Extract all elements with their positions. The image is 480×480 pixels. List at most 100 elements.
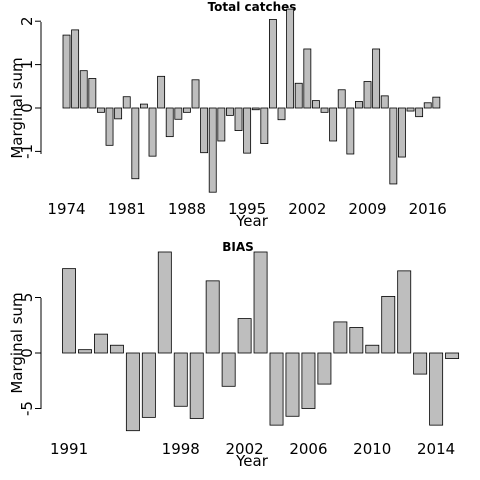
bar-series	[62, 8, 441, 193]
x-tick-label: 1988	[168, 200, 206, 218]
bar-1986	[165, 107, 174, 138]
x-tick-label: 1991	[50, 440, 88, 458]
bar-1978	[97, 107, 105, 113]
bar-2012	[389, 107, 398, 185]
bar-2003	[253, 251, 268, 354]
y-tick-label: 0	[18, 103, 36, 113]
bar-2003	[311, 100, 320, 109]
bar-2006	[337, 89, 346, 109]
bar-2012	[397, 270, 412, 354]
x-tick-label: 2006	[289, 440, 327, 458]
bar-2016	[423, 102, 432, 109]
bar-2005	[329, 107, 338, 142]
bar-1999	[277, 107, 286, 121]
bar-2015	[415, 107, 424, 118]
bar-2011	[380, 95, 389, 109]
y-tick-label: 1	[18, 60, 36, 70]
bar-1976	[79, 70, 88, 109]
bar-1996	[141, 352, 156, 418]
panel-title: BIAS	[222, 240, 254, 254]
bar-1988	[182, 107, 191, 113]
bar-2014	[406, 107, 415, 112]
bar-1982	[131, 107, 140, 180]
bar-1996	[251, 107, 260, 111]
bar-2017	[432, 96, 441, 109]
bar-2004	[320, 107, 329, 113]
bar-1985	[157, 75, 166, 109]
bar-1989	[191, 79, 200, 109]
bar-2011	[381, 295, 396, 354]
bar-2004	[269, 352, 284, 426]
bar-1991	[208, 107, 217, 193]
bar-2008	[354, 101, 363, 109]
bar-2010	[372, 48, 381, 109]
bar-2000	[205, 280, 220, 354]
y-ticks: -5 0 5	[18, 293, 41, 416]
x-tick-label: 1995	[228, 200, 266, 218]
bar-1974	[62, 34, 71, 109]
x-tick-label: 1974	[47, 200, 85, 218]
bar-1977	[88, 78, 97, 109]
y-ticks: -1 0 1 2	[18, 16, 41, 159]
bar-1993	[225, 107, 234, 116]
y-tick-label: 2	[18, 16, 36, 26]
total-catches-panel: Total catches -1 0 1 2 1974 1981 1988 1995 2002…	[8, 0, 447, 230]
bar-1995	[243, 107, 252, 154]
bar-1999	[189, 352, 204, 419]
bar-1997	[260, 107, 269, 144]
bar-2010	[365, 344, 380, 354]
bar-2008	[333, 321, 348, 354]
bar-2006	[301, 352, 316, 409]
bar-1994	[234, 107, 243, 131]
y-tick-label: 5	[18, 293, 36, 303]
x-tick-label: 2014	[417, 440, 455, 458]
x-tick-label: 1981	[108, 200, 146, 218]
bar-2001	[221, 352, 236, 387]
bar-2002	[303, 48, 312, 109]
bar-2009	[363, 81, 372, 109]
x-tick-label: 2002	[288, 200, 326, 218]
x-axis-label: Year	[235, 452, 269, 470]
y-axis-label: Marginal sum	[8, 292, 26, 393]
bar-1998	[268, 19, 277, 109]
bar-1997	[157, 251, 172, 354]
x-tick-label: 2016	[409, 200, 447, 218]
bar-1987	[174, 107, 183, 120]
bar-2000	[286, 8, 295, 109]
bar-2015	[445, 352, 460, 359]
bar-1998	[173, 352, 188, 407]
bar-2013	[413, 352, 428, 375]
y-tick-label: 0	[18, 348, 36, 358]
bar-1995	[125, 352, 140, 432]
bar-1991	[62, 268, 76, 354]
bar-1981	[122, 96, 131, 109]
bar-1980	[114, 107, 123, 120]
bar-1990	[200, 107, 209, 154]
bar-2007	[346, 107, 355, 155]
x-tick-label: 2009	[348, 200, 386, 218]
y-tick-label: -1	[18, 144, 36, 159]
x-tick-label: 2010	[353, 440, 391, 458]
x-ticks: 1974 1981 1988 1995 2002 2009 2016	[47, 200, 446, 218]
x-tick-label: 2002	[226, 440, 264, 458]
bar-1992	[78, 349, 92, 354]
bar-2002	[237, 318, 252, 354]
panel-title: Total catches	[208, 0, 297, 14]
y-axis-label: Marginal sum	[8, 57, 26, 158]
x-axis-label: Year	[235, 212, 269, 230]
bar-1993	[94, 333, 108, 354]
x-tick-label: 1998	[162, 440, 200, 458]
bar-1979	[105, 107, 114, 146]
bar-1994	[109, 344, 124, 354]
bar-1992	[217, 107, 226, 142]
bar-2014	[429, 352, 444, 426]
bar-1975	[71, 29, 80, 109]
y-tick-label: -5	[18, 401, 36, 416]
bar-2009	[349, 327, 364, 354]
bar-2001	[294, 82, 303, 109]
bar-2007	[317, 352, 332, 385]
bar-2005	[285, 352, 300, 417]
bar-1984	[148, 107, 157, 157]
x-ticks: 1991 1998 2002 2006 2010 2014	[50, 440, 455, 458]
